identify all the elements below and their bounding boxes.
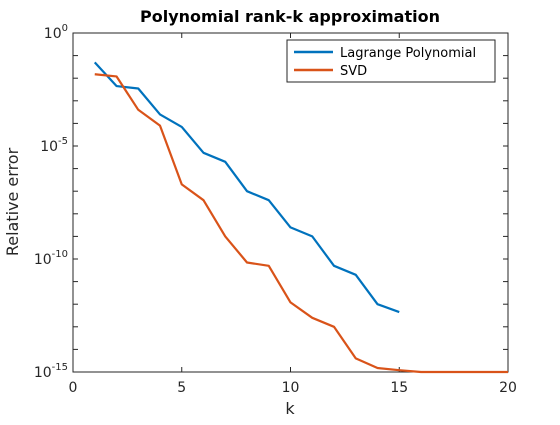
plot-area xyxy=(72,32,509,373)
series-lines xyxy=(93,61,508,374)
x-tick-label: 15 xyxy=(390,380,408,396)
x-axis-label: k xyxy=(285,399,295,418)
y-tick-label: 100 xyxy=(44,23,68,42)
y-tick-label: 10-10 xyxy=(34,249,68,268)
legend-box xyxy=(286,39,496,83)
axis-ticks: 0 5 10 15 20 100 10-5 10-10 10-15 xyxy=(34,23,517,396)
legend: Lagrange Polynomial SVD xyxy=(286,39,496,83)
x-tick-label: 10 xyxy=(282,380,300,396)
x-tick-label: 5 xyxy=(177,380,186,396)
series-line-1 xyxy=(94,73,508,374)
chart-title: Polynomial rank-k approximation xyxy=(140,7,440,26)
legend-label: Lagrange Polynomial xyxy=(340,46,476,61)
x-tick-label: 20 xyxy=(499,380,517,396)
y-axis-label: Relative error xyxy=(3,147,22,256)
legend-label: SVD xyxy=(340,64,367,79)
x-tick-label: 0 xyxy=(69,380,78,396)
y-tick-label: 10-5 xyxy=(40,136,68,155)
series-line-0 xyxy=(93,61,400,314)
y-tick-label: 10-15 xyxy=(34,362,68,381)
